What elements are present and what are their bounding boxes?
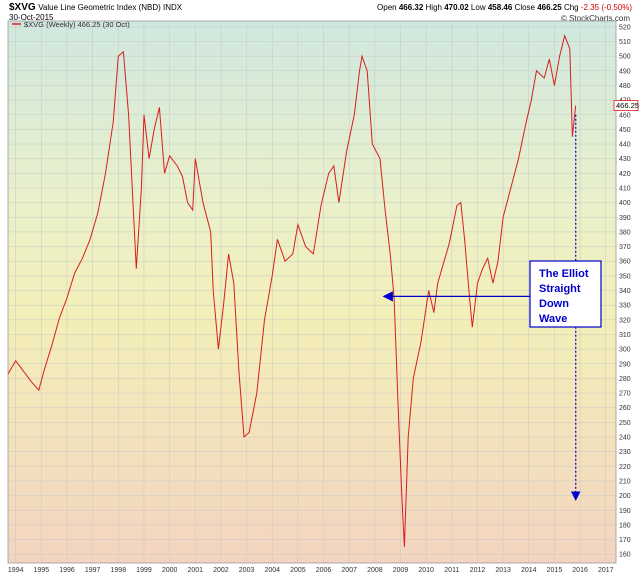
- annotation-line-2: Straight: [539, 283, 581, 295]
- x-tick-label: 1995: [34, 567, 50, 574]
- credit: © StockCharts.com: [560, 14, 630, 23]
- chg-value: -2.35 (-0.50%): [580, 3, 632, 12]
- y-tick-label: 220: [619, 464, 631, 471]
- ohlc-readout: Open 466.32 High 470.02 Low 458.46 Close…: [377, 3, 632, 12]
- annotation-line-4: Wave: [539, 313, 567, 325]
- y-tick-label: 270: [619, 391, 631, 398]
- index-name: Value Line Geometric Index (NBD) INDX: [38, 3, 183, 12]
- y-tick-label: 480: [619, 83, 631, 90]
- plot-background: [7, 20, 617, 564]
- x-tick-label: 2004: [264, 567, 280, 574]
- x-tick-label: 2017: [598, 567, 614, 574]
- y-tick-label: 460: [619, 112, 631, 119]
- x-tick-label: 1998: [111, 567, 127, 574]
- y-tick-label: 370: [619, 244, 631, 251]
- x-axis: 1994 1995 1996 1997 1998 1999 2000 2001 2002 2003…: [8, 567, 614, 574]
- y-tick-label: 430: [619, 156, 631, 163]
- y-tick-label: 320: [619, 317, 631, 324]
- y-tick-label: 290: [619, 361, 631, 368]
- high-label: High: [425, 3, 442, 12]
- legend: $XVG (Weekly) 466.25 (30 Oct): [12, 20, 130, 29]
- y-tick-label: 360: [619, 259, 631, 266]
- y-tick-label: 520: [619, 24, 631, 31]
- x-tick-label: 1999: [136, 567, 152, 574]
- high-value: 470.02: [444, 3, 469, 12]
- y-tick-label: 400: [619, 200, 631, 207]
- x-tick-label: 2014: [521, 567, 537, 574]
- y-tick-label: 280: [619, 376, 631, 383]
- y-tick-label: 340: [619, 288, 631, 295]
- x-tick-label: 2013: [495, 567, 511, 574]
- x-tick-label: 2002: [213, 567, 229, 574]
- last-value-tag: 466.25: [613, 100, 639, 111]
- y-tick-label: 390: [619, 215, 631, 222]
- close-label: Close: [514, 3, 535, 12]
- y-tick-label: 250: [619, 420, 631, 427]
- y-tick-label: 440: [619, 142, 631, 149]
- open-label: Open: [377, 3, 397, 12]
- y-tick-label: 170: [619, 537, 631, 544]
- gridlines: [8, 21, 616, 563]
- y-tick-label: 450: [619, 127, 631, 134]
- x-tick-label: 2005: [290, 567, 306, 574]
- y-tick-label: 190: [619, 508, 631, 515]
- y-tick-label: 210: [619, 478, 631, 485]
- y-tick-label: 380: [619, 229, 631, 236]
- low-label: Low: [470, 3, 486, 12]
- chart-title: $XVG Value Line Geometric Index (NBD) IN…: [9, 2, 182, 13]
- y-tick-label: 310: [619, 332, 631, 339]
- annotation-line-1: The Elliot: [539, 268, 589, 280]
- y-tick-label: 230: [619, 449, 631, 456]
- x-tick-label: 2001: [187, 567, 203, 574]
- y-tick-label: 300: [619, 347, 631, 354]
- y-tick-label: 260: [619, 405, 631, 412]
- open-value: 466.32: [398, 3, 424, 12]
- x-tick-label: 2000: [162, 567, 178, 574]
- x-tick-label: 2003: [239, 567, 255, 574]
- y-axis: 160 170 180 190 200 210 220 230 240 250 260 270 280 2…: [619, 24, 631, 558]
- x-tick-label: 2008: [367, 567, 383, 574]
- y-tick-label: 160: [619, 552, 631, 559]
- x-tick-label: 2011: [444, 567, 459, 574]
- x-tick-label: 2009: [393, 567, 409, 574]
- y-tick-label: 330: [619, 303, 631, 310]
- x-tick-label: 2006: [316, 567, 332, 574]
- y-tick-label: 180: [619, 522, 631, 529]
- close-value: 466.25: [537, 3, 562, 12]
- y-tick-label: 240: [619, 435, 631, 442]
- y-tick-label: 200: [619, 493, 631, 500]
- symbol: $XVG: [9, 2, 36, 13]
- x-tick-label: 2007: [341, 567, 357, 574]
- x-tick-label: 2015: [547, 567, 563, 574]
- x-tick-label: 1996: [59, 567, 75, 574]
- price-series-line: [7, 33, 577, 547]
- annotation-box: The Elliot Straight Down Wave: [529, 260, 602, 328]
- x-tick-label: 1994: [8, 567, 24, 574]
- chart-date: 30-Oct-2015: [9, 13, 54, 22]
- x-tick-label: 1997: [85, 567, 101, 574]
- low-value: 458.46: [487, 3, 513, 12]
- x-tick-label: 2016: [572, 567, 588, 574]
- x-tick-label: 2010: [418, 567, 434, 574]
- y-tick-label: 500: [619, 54, 631, 61]
- y-tick-label: 510: [619, 39, 631, 46]
- x-tick-label: 2012: [470, 567, 486, 574]
- y-tick-label: 410: [619, 185, 631, 192]
- y-tick-label: 350: [619, 273, 631, 280]
- chg-label: Chg: [563, 3, 579, 12]
- y-tick-label: 420: [619, 171, 631, 178]
- legend-label: $XVG (Weekly) 466.25 (30 Oct): [24, 20, 130, 29]
- y-tick-label: 490: [619, 68, 631, 75]
- last-value-label: 466.25: [616, 101, 639, 110]
- annotation-line-3: Down: [539, 298, 569, 310]
